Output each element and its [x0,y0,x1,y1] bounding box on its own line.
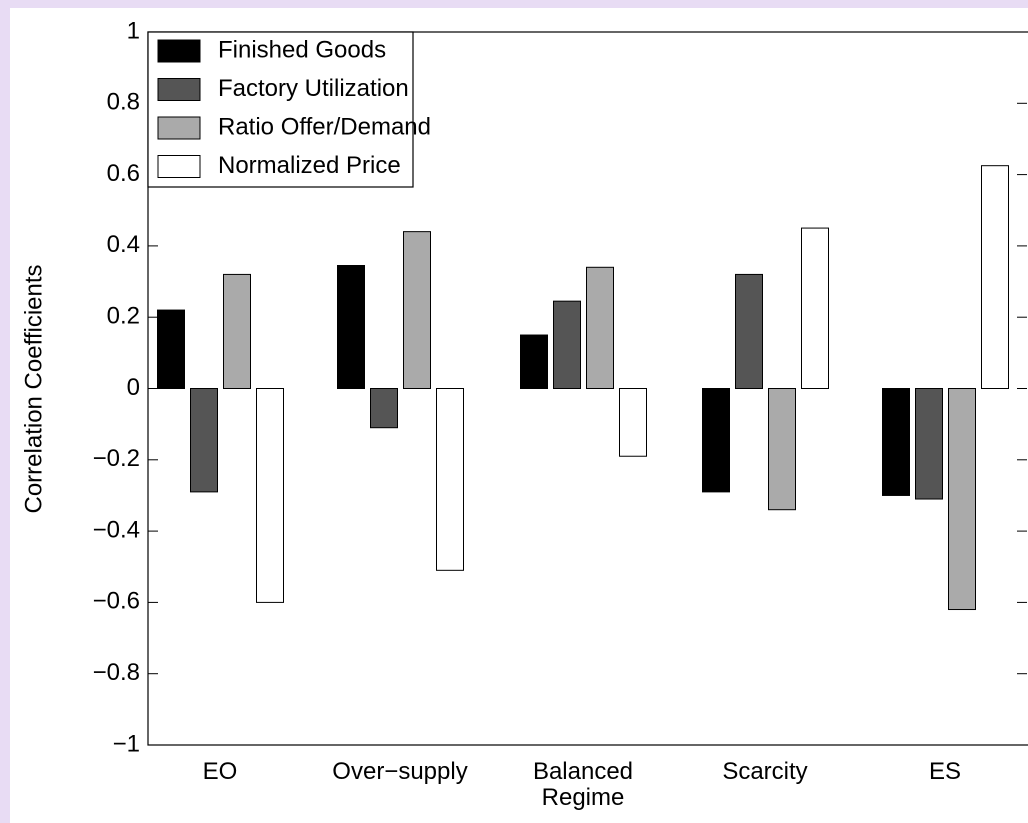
legend-label: Finished Goods [218,36,386,63]
bar [801,227,829,389]
y-tick-label: 0.4 [107,231,140,258]
y-tick-label: −0.8 [93,659,140,686]
y-axis-label: Correlation Coefficients [20,264,47,513]
x-tick-label: ES [928,758,961,785]
y-tick-label: −0.6 [93,588,140,615]
legend-swatch [157,155,201,178]
legend-swatch [157,78,201,101]
legend-swatch [157,116,201,140]
bar [157,309,185,390]
bar [981,165,1009,389]
bar [948,388,976,611]
x-tick-label: Over−supply [332,758,468,785]
bar [190,388,218,493]
bar [702,388,730,493]
y-tick-label: 1 [127,17,140,44]
y-tick-label: −0.2 [93,445,140,472]
bar [436,388,464,571]
y-tick-label: 0 [127,374,140,401]
bar [223,273,251,390]
bar [370,388,398,429]
bar [882,388,910,496]
y-tick-label: 0.6 [107,160,140,187]
bar [337,265,365,390]
bar [256,388,284,603]
y-tick-label: −0.4 [93,516,140,543]
bar [520,334,548,389]
bar [619,388,647,457]
y-tick-label: −1 [113,730,140,757]
axes-box [147,31,1028,746]
bar [586,266,614,390]
legend-label: Normalized Price [218,152,401,179]
bar [915,388,943,500]
legend-swatch [157,39,201,63]
x-tick-label: Scarcity [722,758,808,785]
bar [403,231,431,389]
legend-label: Factory Utilization [218,75,409,102]
x-tick-label: EO [202,758,238,785]
bar [735,273,763,390]
legend-label: Ratio Offer/Demand [218,113,431,140]
x-tick-label: Balanced Regime [532,758,634,811]
bar [768,388,796,511]
bar [553,300,581,389]
y-tick-label: 0.2 [107,303,140,330]
y-tick-label: 0.8 [107,89,140,116]
